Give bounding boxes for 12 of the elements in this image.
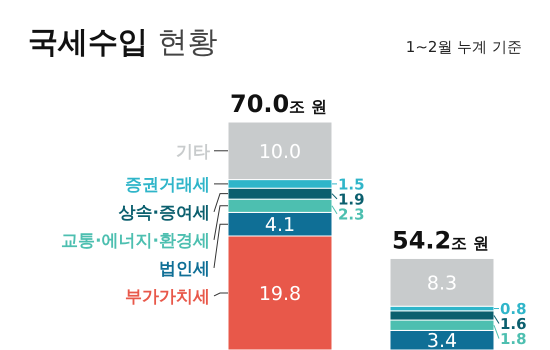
data-label: 3.4 [426,330,458,350]
text: 70.0조 원 [230,90,327,118]
series-label: 증권거래세 [125,174,210,195]
series-label: 상속·증여세 [118,202,210,223]
chart-title: 국세수입 현황 [28,25,218,60]
annotation: 54.2조 원 [392,226,489,254]
data-label: 4.1 [264,214,296,236]
series-label: 부가가치세 [125,286,210,307]
data-label: 19.8 [258,283,302,305]
series-label: 법인세 [159,258,210,279]
chart-subtitle: 1~2월 누계 기준 [406,38,522,56]
series-label: 교통·에너지·환경세 [61,230,210,251]
